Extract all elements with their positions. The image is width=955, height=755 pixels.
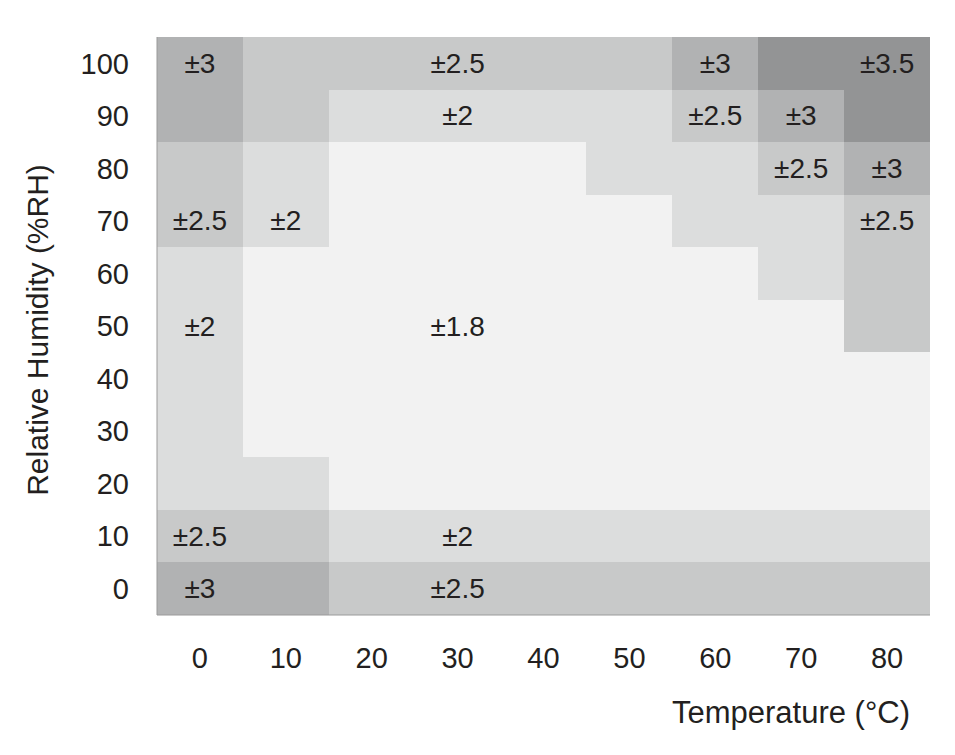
svg-text:±3: ±3 [184,48,215,79]
svg-text:70: 70 [97,205,129,237]
svg-text:±2.5: ±2.5 [688,100,742,131]
svg-text:80: 80 [97,153,129,185]
svg-text:±2: ±2 [442,521,473,552]
svg-text:±2: ±2 [442,100,473,131]
svg-text:±3: ±3 [872,153,903,184]
svg-text:10: 10 [270,642,302,674]
html-text:Temperature (°C): Temperature (°C) [671,694,910,730]
svg-text:60: 60 [97,258,129,290]
svg-text:10: 10 [97,520,129,552]
svg-text:80: 80 [871,642,903,674]
html-text:Relative Humidity (%RH): Relative Humidity (%RH) [21,164,54,496]
svg-text:0: 0 [113,573,129,605]
svg-text:±1.8: ±1.8 [430,311,484,342]
svg-text:±3: ±3 [184,573,215,604]
svg-text:±2.5: ±2.5 [173,205,227,236]
svg-text:40: 40 [527,642,559,674]
svg-text:30: 30 [441,642,473,674]
svg-text:±3.5: ±3.5 [860,48,914,79]
svg-text:20: 20 [356,642,388,674]
svg-text:±2.5: ±2.5 [173,521,227,552]
svg-text:±2.5: ±2.5 [430,48,484,79]
svg-text:±2: ±2 [270,205,301,236]
svg-text:70: 70 [785,642,817,674]
svg-text:90: 90 [97,100,129,132]
svg-text:20: 20 [97,468,129,500]
svg-text:50: 50 [97,310,129,342]
svg-text:±3: ±3 [786,100,817,131]
svg-text:±2.5: ±2.5 [860,205,914,236]
svg-text:30: 30 [97,415,129,447]
svg-text:±2.5: ±2.5 [430,573,484,604]
svg-text:40: 40 [97,363,129,395]
svg-text:±3: ±3 [700,48,731,79]
svg-text:±2: ±2 [184,311,215,342]
svg-text:60: 60 [699,642,731,674]
svg-text:±2.5: ±2.5 [774,153,828,184]
svg-text:50: 50 [613,642,645,674]
svg-text:100: 100 [81,48,129,80]
svg-text:0: 0 [192,642,208,674]
